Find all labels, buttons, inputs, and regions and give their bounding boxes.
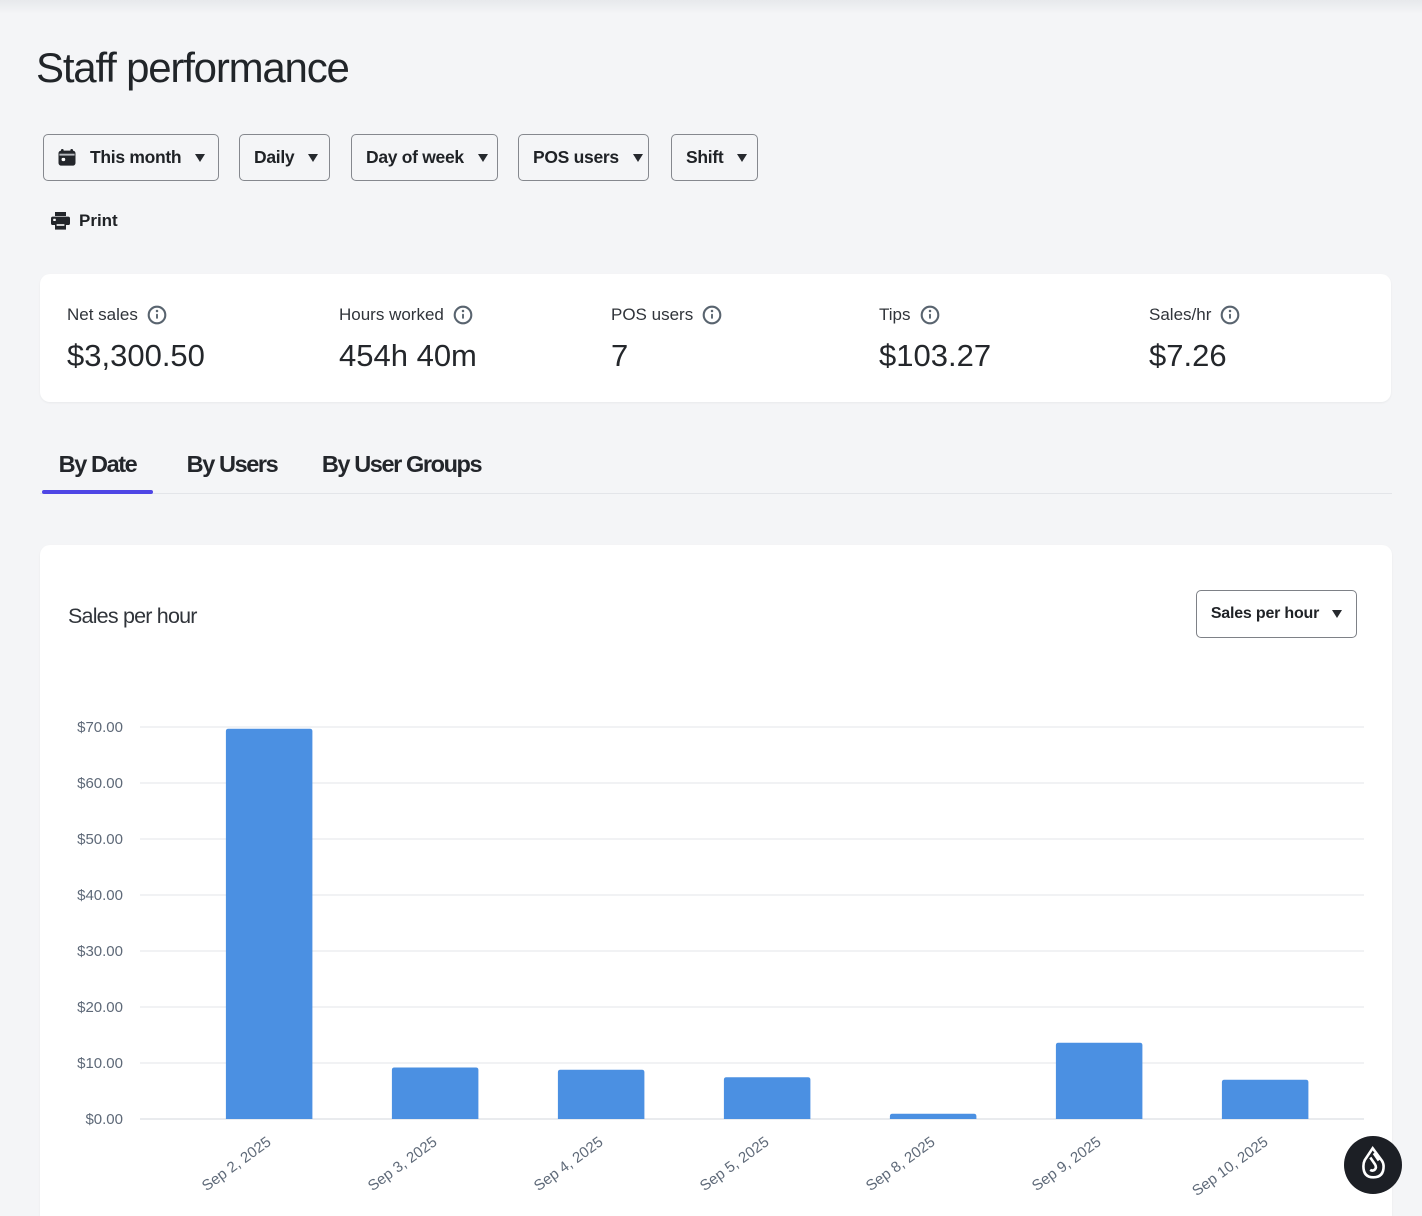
svg-text:$70.00: $70.00	[77, 719, 123, 736]
svg-text:$40.00: $40.00	[77, 887, 123, 904]
svg-text:$20.00: $20.00	[77, 999, 123, 1016]
svg-text:Sep 4, 2025: Sep 4, 2025	[531, 1133, 606, 1194]
svg-text:Sep 5, 2025: Sep 5, 2025	[697, 1133, 772, 1194]
svg-text:$60.00: $60.00	[77, 775, 123, 792]
svg-text:$0.00: $0.00	[85, 1111, 123, 1128]
svg-text:$50.00: $50.00	[77, 831, 123, 848]
svg-text:Sep 3, 2025: Sep 3, 2025	[365, 1133, 440, 1194]
svg-text:Sep 2, 2025: Sep 2, 2025	[199, 1133, 274, 1194]
svg-text:$10.00: $10.00	[77, 1055, 123, 1072]
svg-text:$30.00: $30.00	[77, 943, 123, 960]
svg-text:Sep 9, 2025: Sep 9, 2025	[1029, 1133, 1104, 1194]
svg-text:Sep 10, 2025: Sep 10, 2025	[1189, 1133, 1271, 1199]
svg-text:Sep 8, 2025: Sep 8, 2025	[863, 1133, 938, 1194]
